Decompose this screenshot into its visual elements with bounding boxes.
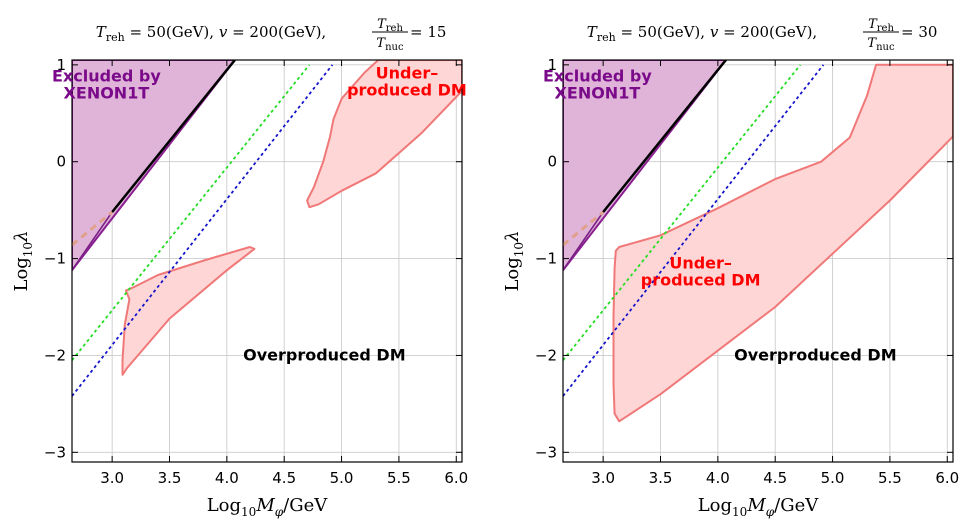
annotation-0: Excluded by XENON1T: [52, 66, 161, 102]
x-tick-label: 6.0: [935, 469, 959, 487]
x-axis-label: Log10Mφ/GeV: [698, 495, 820, 519]
series-line-3: [111, 60, 236, 213]
y-tick-label: 1: [56, 56, 66, 74]
x-tick-label: 6.0: [444, 469, 468, 487]
y-tick-label: −1: [44, 250, 66, 268]
annotation-1: Under– produced DM: [347, 63, 467, 99]
x-tick-label: 5.5: [387, 469, 411, 487]
annotation-2: Overproduced DM: [734, 345, 897, 364]
x-tick-label: 5.5: [878, 469, 902, 487]
chart-panel-1: 3.0 3.5 4.0 4.5 5.0 5.5 6.0 1 0 −1 −2 −3 Excluded by…: [11, 17, 468, 519]
annotation-line: Under–: [376, 63, 439, 82]
x-tick-label: 3.0: [100, 469, 124, 487]
y-tick-label: −3: [44, 443, 66, 461]
series-line-3: [563, 211, 604, 271]
series-line-4: [563, 210, 605, 247]
annotation-1: Under– produced DM: [641, 253, 761, 289]
annotation-line: XENON1T: [555, 83, 641, 102]
y-tick-label: −3: [535, 443, 557, 461]
title-ratio-denominator: Tnuc: [867, 36, 895, 53]
annotation-line: Overproduced DM: [734, 345, 897, 364]
title-ratio-numerator: Treh: [868, 17, 894, 34]
series-line-2: [602, 60, 727, 213]
excluded-region-0: [72, 60, 236, 272]
plot-area: [563, 60, 953, 462]
title-ratio-numerator: Treh: [377, 17, 403, 34]
underproduced-region-2: [306, 60, 462, 209]
x-tick-label: 5.0: [821, 469, 845, 487]
annotation-line: Overproduced DM: [243, 345, 406, 364]
y-tick-label: 1: [547, 56, 557, 74]
chart-panel-2: 3.0 3.5 4.0 4.5 5.0 5.5 6.0 1 0 −1 −2 −3 Excluded by…: [502, 17, 959, 519]
annotation-line: produced DM: [347, 80, 467, 99]
axes-frame: [562, 59, 954, 463]
series-line-6: [563, 64, 825, 397]
annotation-2: Overproduced DM: [243, 345, 406, 364]
annotation-line: Excluded by: [52, 66, 161, 85]
plot-area: [72, 60, 462, 462]
x-tick-label: 5.0: [330, 469, 354, 487]
annotation-line: Under–: [669, 253, 732, 272]
y-tick-label: 0: [547, 153, 557, 171]
y-tick-label: −2: [535, 346, 557, 364]
x-tick-label: 3.0: [591, 469, 615, 487]
x-tick-label: 3.5: [158, 469, 182, 487]
annotation-line: XENON1T: [64, 83, 150, 102]
y-tick-label: −1: [535, 250, 557, 268]
annotation-0: Excluded by XENON1T: [543, 66, 652, 102]
chart-title: Treh = 50(GeV), v = 200(GeV),: [96, 23, 326, 44]
annotation-line: produced DM: [641, 270, 761, 289]
excluded-region-0: [563, 60, 727, 272]
series-line-7: [72, 64, 334, 397]
x-tick-label: 4.5: [272, 469, 296, 487]
title-ratio-value: = 15: [410, 23, 446, 41]
series-line-4: [72, 211, 113, 271]
underproduced-region-1: [612, 63, 953, 423]
y-tick-label: −2: [44, 346, 66, 364]
x-tick-label: 4.5: [763, 469, 787, 487]
x-tick-label: 4.0: [706, 469, 730, 487]
chart-title: Treh = 50(GeV), v = 200(GeV),: [587, 23, 817, 44]
x-axis-label: Log10Mφ/GeV: [207, 495, 329, 519]
series-line-5: [72, 210, 114, 247]
axes-frame: [71, 59, 463, 463]
annotation-line: Excluded by: [543, 66, 652, 85]
x-tick-label: 4.0: [215, 469, 239, 487]
y-axis-label: Log10λ: [502, 230, 526, 291]
y-axis-label: Log10λ: [11, 230, 35, 291]
title-ratio-value: = 30: [901, 23, 937, 41]
title-ratio-denominator: Tnuc: [376, 36, 404, 53]
x-tick-label: 3.5: [649, 469, 673, 487]
y-tick-label: 0: [56, 153, 66, 171]
